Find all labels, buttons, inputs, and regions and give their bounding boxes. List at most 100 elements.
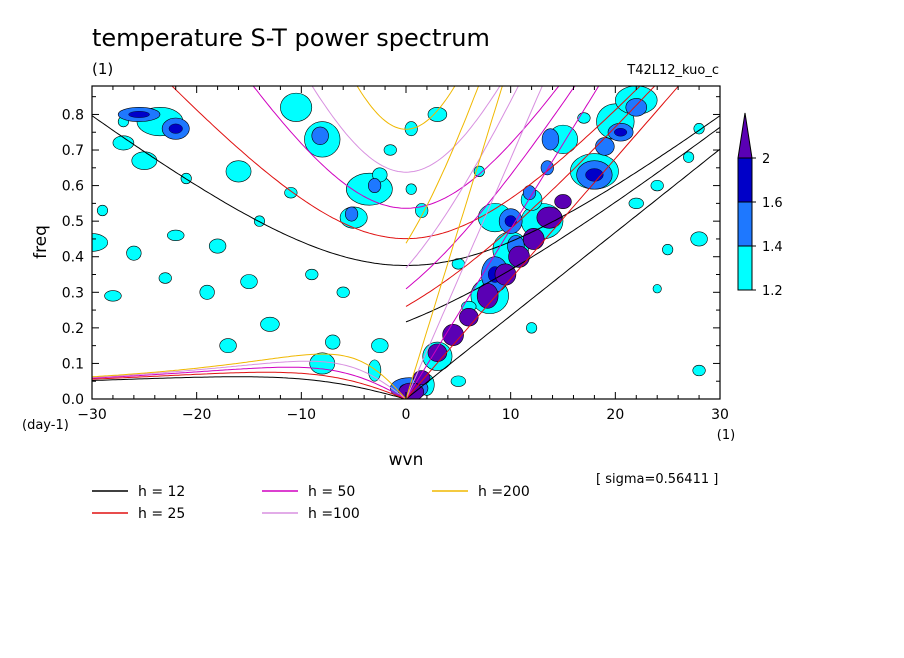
y-axis-units: (day-1) (22, 418, 69, 433)
rossby-curve (92, 376, 407, 399)
contour-blob-level-1 (336, 286, 350, 298)
mrg-curve (405, 86, 480, 244)
run-label: T42L12_kuo_c (626, 63, 719, 78)
rossby-curve (92, 371, 407, 399)
colorbar-swatch (737, 245, 753, 291)
x-axis: −30 −20 −10 0 10 20 30 (77, 86, 729, 423)
sigma-label: [ sigma=0.56411 ] (596, 472, 718, 487)
y-axis: 0.0 0.1 0.2 0.3 0.4 0.5 0.6 0.7 0.8 (62, 96, 720, 408)
contour-blob-level-1 (199, 284, 215, 300)
contour-blob-core (168, 123, 183, 134)
contour-blob-level-1 (383, 144, 397, 156)
contour-blob-level-1 (526, 322, 538, 334)
colorbar-label: 1.6 (762, 196, 783, 211)
contour-blob-level-2 (368, 178, 382, 194)
contour-blob-level-1 (652, 284, 662, 294)
contour-blob-level-1 (131, 151, 158, 170)
x-axis-units: (1) (717, 428, 735, 443)
y-tick-label: 0.3 (62, 285, 84, 301)
contour-blob-level-1 (260, 316, 280, 332)
contour-blob-level-1 (427, 107, 448, 122)
mrg-curve (405, 86, 576, 290)
y-tick-label: 0.4 (62, 250, 84, 266)
kelvin-curve (405, 86, 600, 399)
contour-blob-level-1 (692, 364, 706, 377)
legend-label: h = 12 (138, 484, 185, 500)
contour-blob-level-1 (112, 135, 135, 151)
contour-blob-level-2 (311, 126, 329, 145)
contour-blob-level-1 (309, 352, 336, 375)
y-tick-label: 0.8 (62, 107, 84, 123)
kelvin-curve (405, 86, 680, 399)
contour-blob-core (128, 111, 150, 118)
colorbar-swatch (737, 157, 753, 203)
x-tick-label: 20 (606, 407, 624, 423)
kelvin-curve (405, 148, 720, 399)
colorbar-swatch (737, 201, 753, 247)
contour-blob-level-3 (554, 194, 572, 210)
y-tick-label: 0.5 (62, 214, 84, 230)
contour-blob-level-1 (690, 231, 708, 247)
legend-label: h =200 (478, 484, 530, 500)
gravity-curve (311, 86, 501, 173)
x-tick-label: 0 (402, 407, 411, 423)
colorbar-extend-arrow (737, 112, 753, 159)
x-tick-label: −30 (77, 407, 107, 423)
chart-title: temperature S-T power spectrum (92, 24, 490, 52)
dispersion-curves (92, 86, 720, 399)
contour-blob-level-1 (628, 197, 644, 210)
x-tick-label: −10 (287, 407, 317, 423)
rossby-curve (92, 366, 407, 399)
mrg-curve (405, 126, 720, 323)
legend-label: h = 50 (308, 484, 355, 500)
contour-blob-level-2 (595, 137, 615, 156)
contour-blob-level-3 (459, 308, 479, 327)
gravity-curve (252, 86, 560, 209)
contour-blob-level-1 (650, 179, 664, 192)
contour-blob-level-2 (541, 128, 560, 151)
legend: h = 12 h = 25 h = 50 h =100 h =200 (92, 484, 530, 522)
y-tick-label: 0.6 (62, 179, 84, 195)
contour-blob-level-1 (280, 92, 313, 122)
colorbar-label: 2 (762, 152, 770, 167)
contour-blob-level-1 (305, 268, 319, 281)
colorbar-label: 1.4 (762, 240, 783, 255)
gravity-curve (356, 86, 456, 130)
rossby-curve (92, 353, 407, 399)
y-tick-label: 0.2 (62, 321, 84, 337)
contour-blob-level-1 (126, 245, 142, 261)
contour-blob-level-1 (219, 338, 237, 354)
contour-blob-level-1 (371, 338, 389, 354)
contour-blob-level-1 (167, 229, 185, 242)
y-axis-label: freq (31, 225, 51, 259)
contour-blob-level-2 (625, 98, 648, 117)
x-axis-label: wvn (389, 450, 424, 470)
contour-blob-level-1 (158, 272, 172, 284)
kelvin-curve (405, 86, 543, 399)
contour-blob-level-1 (96, 204, 109, 217)
contour-blob-level-1 (325, 334, 341, 350)
y-tick-label: 0.1 (62, 356, 84, 372)
contour-blob-level-1 (693, 123, 705, 135)
colorbar-label: 1.2 (762, 284, 783, 299)
contour-blob-core (614, 128, 628, 137)
mrg-curve (405, 86, 656, 307)
contour-blob-level-3 (494, 263, 517, 286)
contour-blob-level-1 (240, 274, 258, 290)
contour-blob-level-1 (225, 160, 252, 183)
gravity-curve (171, 86, 641, 240)
y-tick-label: 0.7 (62, 143, 84, 159)
mrg-curve (405, 86, 519, 269)
contour-blob-level-1 (450, 375, 466, 387)
legend-label: h = 25 (138, 506, 185, 522)
legend-label: h =100 (308, 506, 360, 522)
contour-blob-level-1 (284, 187, 298, 199)
contour-blob-level-1 (683, 151, 695, 163)
x-tick-label: 10 (502, 407, 520, 423)
contour-blob-level-2 (522, 185, 537, 201)
colorbar: 2 1.6 1.4 1.2 (737, 112, 783, 299)
contour-blob-level-3 (536, 206, 563, 229)
contour-blob-level-1 (368, 359, 382, 382)
x-tick-label: −20 (182, 407, 212, 423)
